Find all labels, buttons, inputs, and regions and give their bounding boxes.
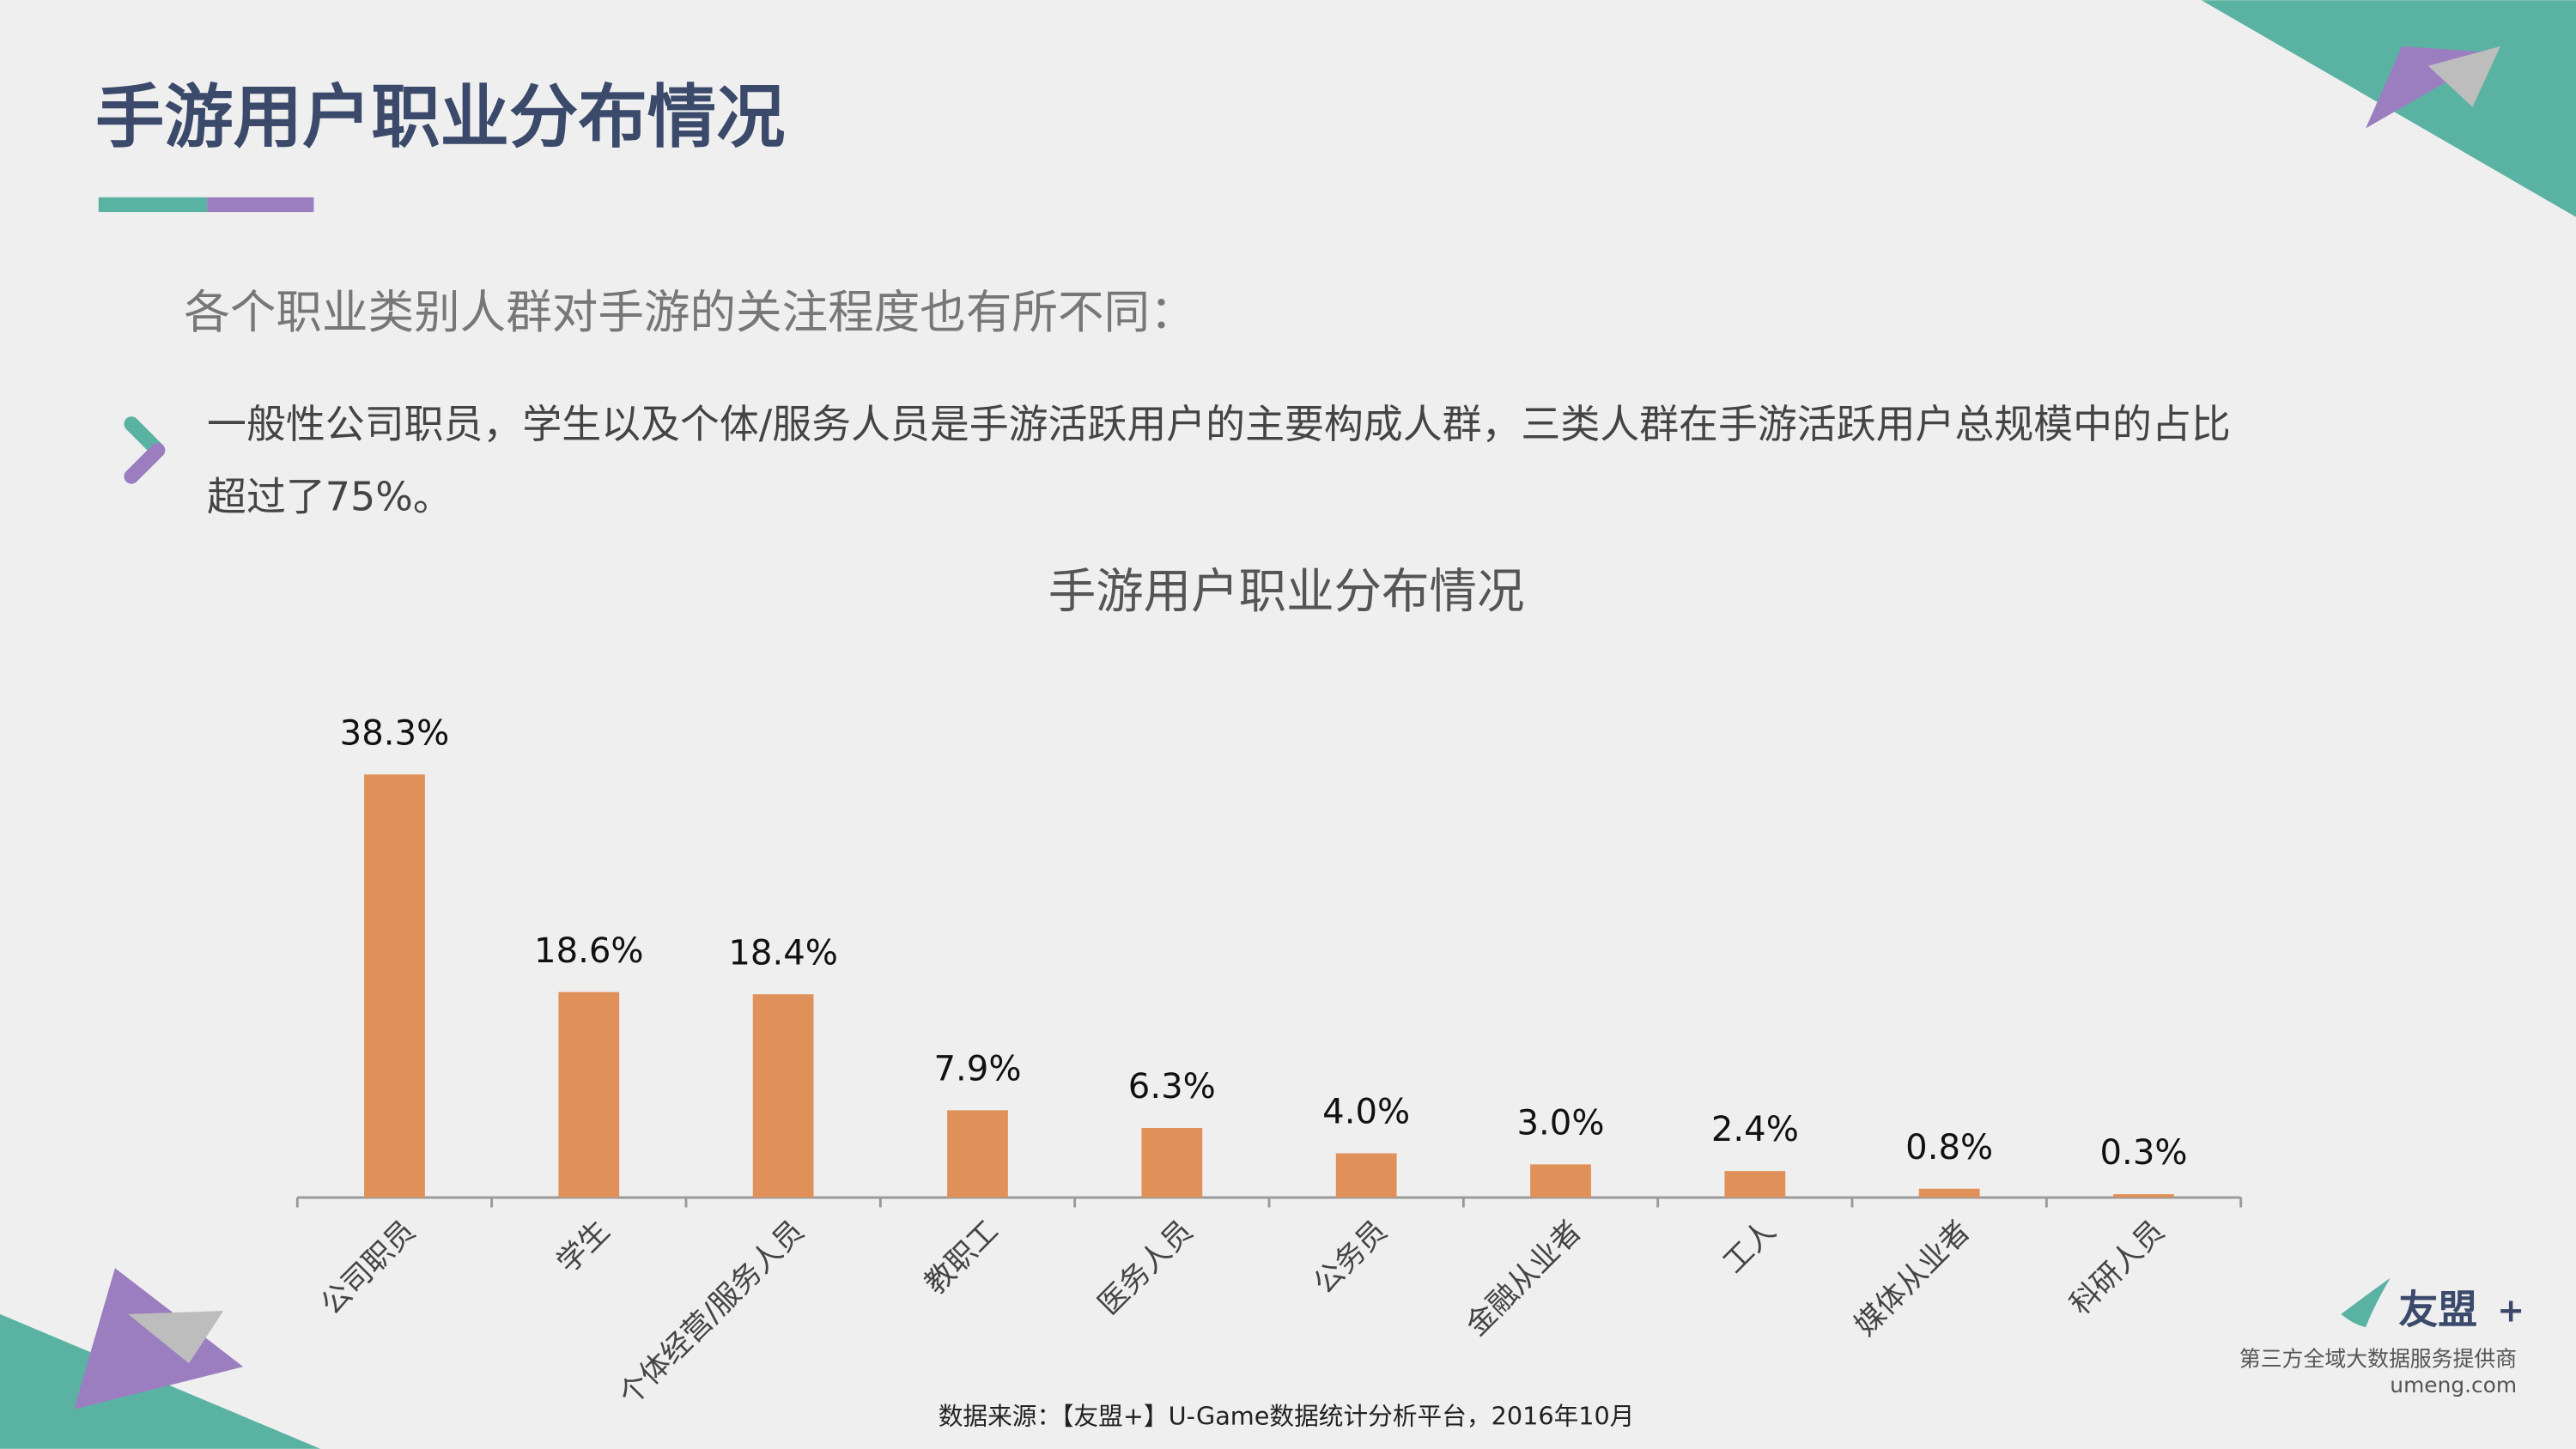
bullet-text: 超过了75%。 — [207, 473, 453, 519]
chart-title: 手游用户职业分布情况 — [1048, 565, 1525, 620]
bar — [752, 994, 814, 1198]
title-underline — [207, 197, 314, 213]
value-label: 6.3% — [1128, 1067, 1216, 1106]
subtitle: 各个职业类别人群对手游的关注程度也有所不同： — [184, 285, 1195, 339]
title-underline — [98, 197, 208, 213]
logo-tagline: 第三方全域大数据服务提供商 — [2239, 1346, 2517, 1371]
bar — [1141, 1127, 1203, 1198]
value-label: 4.0% — [1322, 1093, 1410, 1132]
corner-decoration — [2427, 45, 2500, 107]
value-label: 38.3% — [340, 713, 450, 753]
source-note: 数据来源：【友盟+】U-Game数据统计分析平台，2016年10月 — [939, 1401, 1635, 1430]
value-label: 3.0% — [1516, 1104, 1604, 1143]
logo-url: umeng.com — [2390, 1373, 2517, 1397]
value-label: 0.3% — [2100, 1133, 2188, 1173]
corner-decoration — [128, 1311, 224, 1364]
value-label: 18.4% — [728, 933, 838, 973]
value-label: 2.4% — [1711, 1110, 1799, 1149]
logo-name: 友盟 — [2398, 1286, 2477, 1332]
bar — [558, 991, 620, 1198]
bar — [1918, 1188, 1980, 1198]
bullet-icon — [124, 442, 166, 484]
page-title: 手游用户职业分布情况 — [95, 76, 785, 157]
bar — [947, 1110, 1008, 1198]
bullet-text: 一般性公司职员，学生以及个体/服务人员是手游活跃用户的主要构成人群，三类人群在手… — [207, 401, 2231, 447]
bar — [364, 774, 425, 1198]
bar — [1724, 1171, 1786, 1198]
bar — [1335, 1153, 1397, 1198]
value-label: 0.8% — [1905, 1128, 1993, 1167]
logo-plus: + — [2497, 1291, 2524, 1330]
bar — [2113, 1194, 2174, 1198]
value-label: 7.9% — [933, 1049, 1021, 1088]
value-label: 18.6% — [534, 931, 644, 971]
bar — [1530, 1164, 1591, 1198]
logo-icon — [2341, 1277, 2391, 1328]
